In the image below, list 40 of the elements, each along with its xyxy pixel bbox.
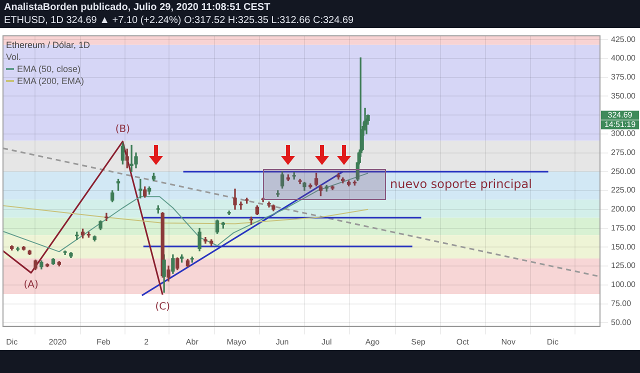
x-tick-label: Abr (186, 337, 199, 346)
y-tick-label: 300.00 (611, 129, 636, 138)
x-tick-label: Nov (501, 337, 516, 346)
y-tick-label: 100.00 (611, 280, 636, 290)
y-tick-label: 350.00 (611, 91, 636, 100)
y-tick-label: 375.00 (611, 72, 636, 82)
x-tick-label: Oct (456, 337, 470, 346)
x-tick-label: Jun (276, 337, 289, 346)
y-tick-label: 250.00 (611, 166, 636, 176)
x-tick-label: Dic (6, 337, 18, 346)
y-tick-label: 75.00 (611, 298, 632, 308)
text: 324.69 (608, 110, 633, 120)
annotation: Vol. (6, 50, 22, 63)
chart-subtitle: ETHUSD, 1D 324.69 ▲ +7.10 (+2.24%) O:317.52 H:325.35 L:312.66 C:324.69 (4, 14, 354, 27)
chart-title: AnalistaBorden publicado, Julio 29, 2020 11:08:51 CEST (4, 1, 272, 14)
y-tick-label: 400.00 (611, 54, 636, 63)
annotation: (A) (24, 279, 38, 290)
y-tick-label: 125.00 (611, 261, 636, 270)
annotation: (B) (115, 124, 130, 136)
y-tick-label: 200.00 (611, 204, 636, 214)
y-tick-label: 225.00 (611, 186, 636, 195)
x-tick-label: Jul (322, 337, 332, 346)
x-tick-label: 2 (144, 337, 150, 346)
annotation: nuevo soporte principal (390, 177, 532, 191)
y-tick-label: 275.00 (611, 148, 636, 157)
x-tick-label: Mayo (226, 337, 247, 346)
legend-title: Ethereum / Dólar, 1D (6, 38, 90, 51)
x-tick-label: Dic (546, 337, 558, 346)
x-tick-label: 2020 (48, 337, 68, 346)
x-tick-label: Sep (411, 337, 426, 346)
y-tick-label: 50.00 (611, 318, 632, 327)
y-tick-label: 175.00 (611, 223, 636, 232)
annotation: (C) (155, 301, 170, 312)
y-tick-label: 150.00 (611, 242, 636, 252)
y-tick-label: 425.00 (611, 34, 636, 44)
x-tick-label: Feb (96, 337, 111, 346)
legend-label: EMA (50, close) (16, 62, 82, 75)
x-tick-label: Ago (365, 337, 380, 346)
legend-label: EMA (200, EMA) (16, 74, 86, 87)
text: 14:51:19 (604, 120, 636, 129)
